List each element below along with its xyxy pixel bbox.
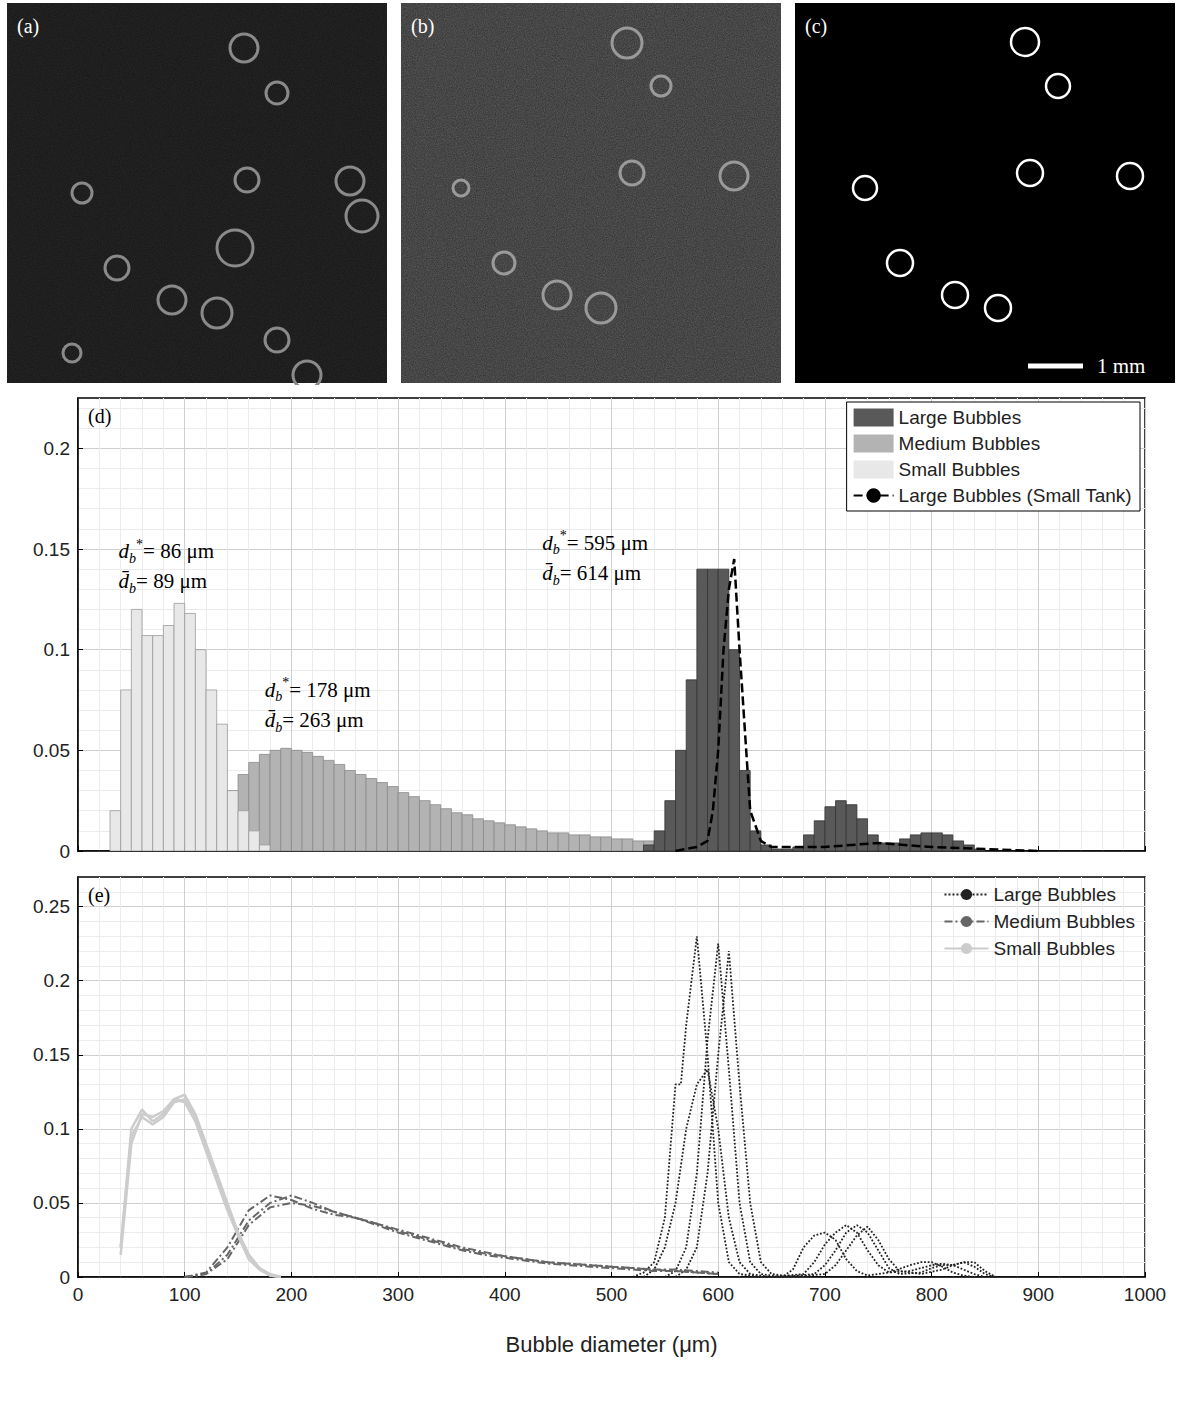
- svg-text:Small Bubbles: Small Bubbles: [899, 459, 1020, 480]
- svg-text:(a): (a): [17, 15, 39, 38]
- svg-text:b: b: [275, 689, 282, 704]
- svg-text:Large Bubbles: Large Bubbles: [993, 884, 1116, 905]
- svg-text:0.15: 0.15: [33, 1044, 70, 1065]
- svg-text:200: 200: [276, 1284, 308, 1305]
- svg-text:1000: 1000: [1124, 1284, 1166, 1305]
- svg-text:Medium Bubbles: Medium Bubbles: [899, 433, 1041, 454]
- svg-text:= 86 μm: = 86 μm: [143, 539, 214, 563]
- svg-text:Small Bubbles: Small Bubbles: [993, 938, 1114, 959]
- svg-text:Bubble diameter (μm): Bubble diameter (μm): [506, 1332, 718, 1357]
- svg-text:0.05: 0.05: [33, 1192, 70, 1213]
- svg-text:*: *: [282, 675, 289, 690]
- svg-text:1 mm: 1 mm: [1097, 354, 1145, 378]
- svg-text:d: d: [119, 539, 130, 563]
- svg-text:= 614 μm: = 614 μm: [560, 561, 641, 585]
- svg-text:0: 0: [59, 1267, 70, 1288]
- svg-text:800: 800: [916, 1284, 948, 1305]
- svg-text:= 178 μm: = 178 μm: [289, 678, 370, 702]
- svg-text:Large Bubbles: Large Bubbles: [899, 407, 1022, 428]
- svg-text:500: 500: [596, 1284, 628, 1305]
- svg-text:0.1: 0.1: [44, 1118, 70, 1139]
- svg-text:Medium Bubbles: Medium Bubbles: [993, 911, 1135, 932]
- svg-text:700: 700: [809, 1284, 841, 1305]
- svg-text:(c): (c): [805, 15, 827, 38]
- svg-text:(b): (b): [411, 15, 434, 38]
- svg-text:b: b: [275, 720, 282, 735]
- svg-text:= 595 μm: = 595 μm: [567, 531, 648, 555]
- svg-text:b: b: [553, 573, 560, 588]
- svg-text:d̄: d̄: [119, 569, 130, 593]
- svg-text:300: 300: [382, 1284, 414, 1305]
- svg-text:0.1: 0.1: [44, 639, 70, 660]
- svg-text:*: *: [560, 528, 567, 543]
- svg-text:400: 400: [489, 1284, 521, 1305]
- svg-text:0.15: 0.15: [33, 539, 70, 560]
- svg-text:0.25: 0.25: [33, 896, 70, 917]
- svg-text:0.2: 0.2: [44, 438, 70, 459]
- svg-text:d̄: d̄: [542, 561, 553, 585]
- svg-text:= 89 μm: = 89 μm: [136, 569, 207, 593]
- svg-text:0: 0: [59, 841, 70, 862]
- svg-text:b: b: [129, 551, 136, 566]
- svg-text:100: 100: [169, 1284, 201, 1305]
- svg-text:(d): (d): [88, 405, 111, 428]
- svg-text:0: 0: [73, 1284, 84, 1305]
- svg-text:0.05: 0.05: [33, 740, 70, 761]
- svg-text:d̄: d̄: [265, 708, 276, 732]
- svg-text:b: b: [553, 542, 560, 557]
- svg-text:b: b: [129, 581, 136, 596]
- svg-text:900: 900: [1022, 1284, 1054, 1305]
- svg-text:Large Bubbles (Small Tank): Large Bubbles (Small Tank): [899, 485, 1132, 506]
- svg-text:600: 600: [702, 1284, 734, 1305]
- svg-text:(e): (e): [88, 884, 110, 907]
- svg-text:0.2: 0.2: [44, 970, 70, 991]
- svg-text:d: d: [542, 531, 553, 555]
- svg-text:d: d: [265, 678, 276, 702]
- svg-text:*: *: [136, 537, 143, 552]
- svg-text:= 263 μm: = 263 μm: [282, 708, 363, 732]
